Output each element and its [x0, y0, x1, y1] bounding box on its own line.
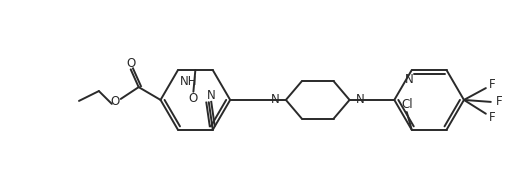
Text: O: O [126, 57, 135, 70]
Text: N: N [206, 89, 215, 102]
Text: F: F [489, 78, 495, 91]
Text: NH: NH [180, 75, 198, 88]
Text: F: F [496, 95, 502, 108]
Text: O: O [110, 95, 119, 108]
Text: N: N [271, 93, 280, 106]
Text: F: F [489, 111, 495, 124]
Text: Cl: Cl [401, 98, 412, 111]
Text: O: O [189, 92, 198, 105]
Text: N: N [356, 93, 364, 106]
Text: N: N [405, 73, 414, 86]
